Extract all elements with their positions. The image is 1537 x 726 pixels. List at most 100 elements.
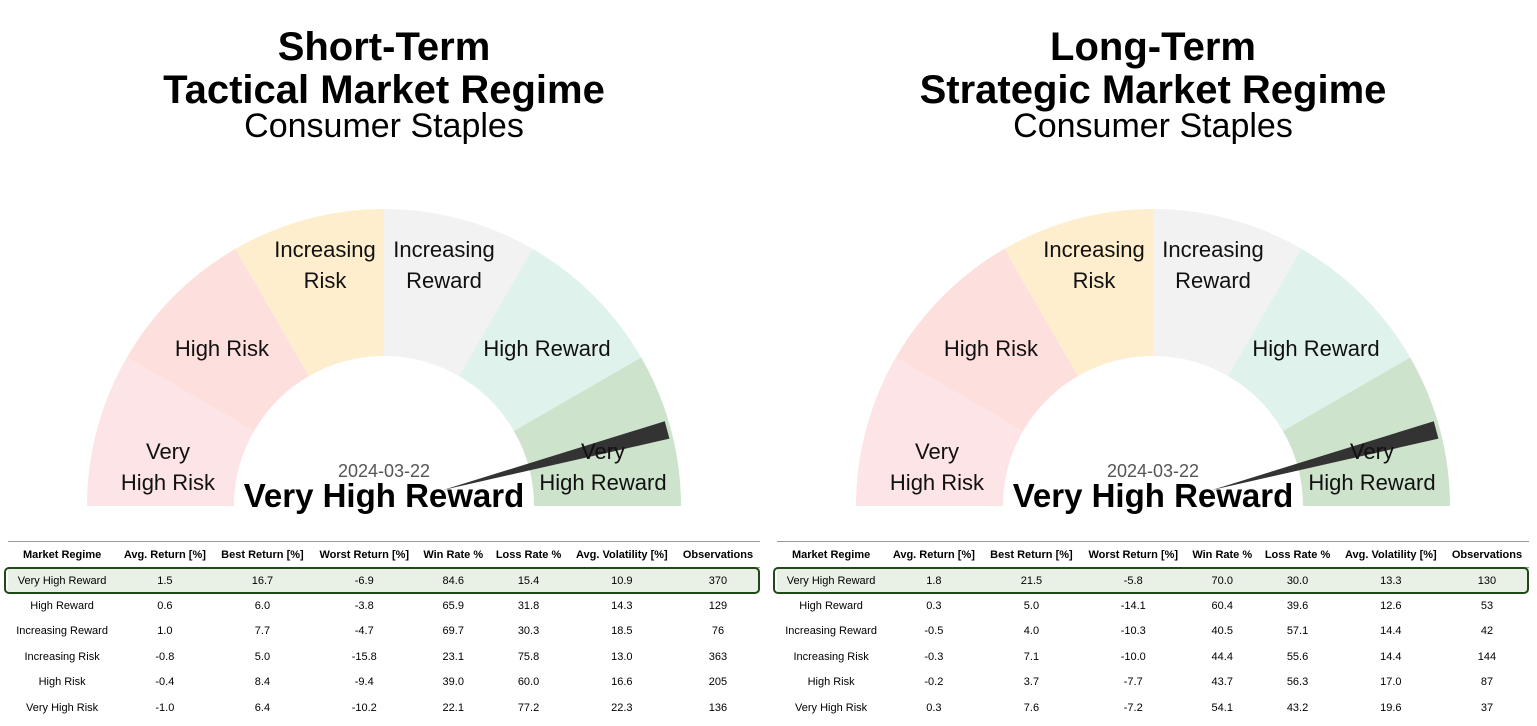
table-cell: 6.0: [254, 600, 271, 613]
table-cell: 30.3: [517, 625, 540, 638]
column-header: Best Return [%]: [982, 541, 1081, 568]
table-cell: 76: [711, 625, 725, 638]
table-cell: Very High Reward: [8, 567, 117, 594]
table-cell: 30.0: [1258, 567, 1337, 594]
table-cell: Increasing Reward: [785, 625, 877, 638]
gauge-segment-label: Reward: [406, 268, 482, 293]
gauge-segment-6: [1282, 357, 1450, 506]
table-cell: 37: [1480, 701, 1494, 714]
gauge-date: 2024-03-22: [1107, 461, 1199, 481]
table-row: Increasing Reward 1.0 7.7 -4.7 69.7 30.3 18.5 7…: [8, 619, 760, 644]
table-cell: -10.3: [1120, 625, 1146, 638]
table-cell: 144: [1477, 650, 1497, 663]
gauge-segment-label: Reward: [1175, 268, 1251, 293]
regime-gauge: Very High Risk High Risk Increasing Risk Incr…: [856, 209, 1450, 514]
table-cell: 7.7: [254, 625, 271, 638]
table-cell: 15.4: [489, 567, 568, 594]
table-row: Very High Reward 1.8 21.5 -5.8 70.0 30.0 13.3 1…: [777, 567, 1529, 594]
table-cell: High Risk: [38, 676, 86, 689]
gauge-segment-2: [895, 248, 1078, 431]
table-cell: 370: [675, 567, 760, 594]
table-header-row: Market Regime Avg. Return [%] Best Return …: [777, 541, 1529, 568]
table-cell: 8.4: [254, 676, 271, 689]
table-cell: 13.0: [611, 650, 633, 663]
table-cell: -0.8: [155, 650, 175, 663]
table-row: High Risk -0.2 3.7 -7.7 43.7 56.3 17.0 87: [777, 670, 1529, 695]
title-line-2: Strategic Market Regime: [919, 68, 1387, 112]
table-cell: 39.0: [442, 676, 464, 689]
table-cell: 23.1: [442, 650, 464, 663]
table-header-row: Market Regime Avg. Return [%] Best Return …: [8, 541, 760, 568]
gauge-segment-label: Risk: [304, 268, 348, 293]
table-cell: Increasing Risk: [24, 650, 100, 663]
gauge-segment-4: [1153, 209, 1302, 377]
table-cell: 60.4: [1211, 600, 1233, 613]
table-cell: 13.3: [1336, 567, 1445, 594]
gauge-segment-label: Increasing: [1043, 237, 1145, 262]
gauge-segment-label: High Risk: [175, 336, 270, 361]
table-cell: -14.1: [1120, 600, 1146, 613]
table-cell: -0.5: [924, 625, 944, 638]
gauge-segment-label: High Reward: [1252, 336, 1379, 361]
table-cell: -7.2: [1123, 701, 1143, 714]
table-row: Increasing Risk -0.3 7.1 -10.0 44.4 55.6 14.4 1…: [777, 644, 1529, 669]
table-cell: 14.4: [1380, 650, 1402, 663]
table-cell: 10.9: [567, 567, 676, 594]
gauge-needle: [1212, 421, 1439, 490]
table-cell: 21.5: [982, 567, 1081, 594]
table-cell: 75.8: [517, 650, 540, 663]
table-cell: 14.3: [611, 600, 633, 613]
table-cell: 1.0: [157, 625, 173, 638]
table-cell: 55.6: [1286, 650, 1309, 663]
gauge-segment-3: [1004, 209, 1153, 377]
table-row: High Risk -0.4 8.4 -9.4 39.0 60.0 16.6 205: [8, 670, 760, 695]
gauge-segment-3: [235, 209, 384, 377]
table-cell: -3.8: [354, 600, 374, 613]
table-cell: -1.0: [155, 701, 175, 714]
gauge-segment-label: High Reward: [483, 336, 610, 361]
gauge-segment-label: Increasing: [393, 237, 495, 262]
gauge-segment-label: Risk: [1073, 268, 1117, 293]
regime-stats-table: Market Regime Avg. Return [%] Best Return …: [8, 541, 760, 720]
panel-title: Short-Term Tactical Market Regime Consum…: [0, 26, 768, 145]
regime-stats-table: Market Regime Avg. Return [%] Best Return …: [777, 541, 1529, 720]
table-cell: 0.6: [157, 600, 173, 613]
table-cell: 87: [1480, 676, 1494, 689]
table-cell: -6.9: [311, 567, 418, 594]
table-row: Increasing Risk -0.8 5.0 -15.8 23.1 75.8 13.0 3…: [8, 644, 760, 669]
column-header: Worst Return [%]: [311, 541, 418, 568]
table-cell: 31.8: [517, 600, 540, 613]
table-cell: Increasing Reward: [16, 625, 108, 638]
regime-gauge: Very High Risk High Risk Increasing Risk Incr…: [87, 209, 681, 514]
table-cell: 42: [1480, 625, 1494, 638]
table-cell: 60.0: [517, 676, 540, 689]
table-cell: High Reward: [799, 600, 863, 613]
table-cell: 43.2: [1286, 701, 1309, 714]
gauge-segment-label: Increasing: [1162, 237, 1264, 262]
table-cell: -0.3: [924, 650, 944, 663]
table-cell: 136: [708, 701, 728, 714]
table-cell: -9.4: [354, 676, 374, 689]
gauge-segment-label: High Reward: [1308, 470, 1435, 495]
table-cell: -15.8: [351, 650, 377, 663]
table-cell: High Risk: [807, 676, 855, 689]
table-cell: 65.9: [442, 600, 464, 613]
table-cell: 39.6: [1286, 600, 1309, 613]
table-cell: 44.4: [1211, 650, 1233, 663]
table-cell: Very High Risk: [795, 701, 868, 714]
column-header: Avg. Return [%]: [885, 541, 983, 568]
gauge-segment-2: [126, 248, 309, 431]
panel-title: Long-Term Strategic Market Regime Consum…: [769, 25, 1537, 145]
gauge-segment-label: High Risk: [121, 470, 216, 495]
column-header: Observations: [1444, 541, 1529, 568]
table-cell: -10.0: [1120, 650, 1146, 663]
column-header: Avg. Volatility [%]: [1336, 541, 1445, 568]
table-cell: Very High Risk: [26, 701, 99, 714]
table-row: High Reward 0.3 5.0 -14.1 60.4 39.6 12.6 53: [777, 593, 1529, 618]
column-header: Win Rate %: [1186, 541, 1259, 568]
table-cell: 70.0: [1186, 567, 1259, 594]
title-line-1: Long-Term: [1050, 25, 1256, 69]
panel-subtitle: Consumer Staples: [244, 107, 524, 145]
gauge-segment-label: Very: [581, 439, 625, 464]
gauge-segment-4: [384, 209, 533, 377]
